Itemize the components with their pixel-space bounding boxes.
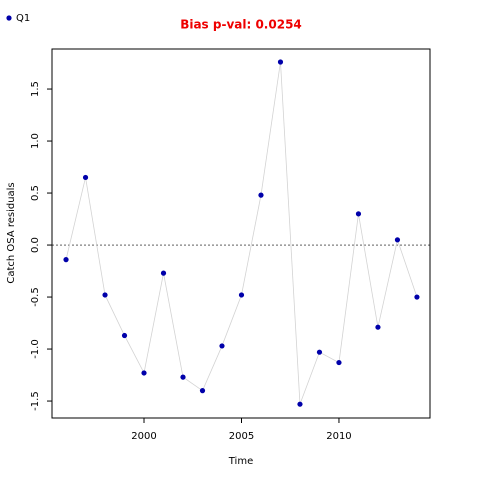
point xyxy=(297,401,303,407)
legend-marker xyxy=(6,15,12,21)
x-tick-label: 2010 xyxy=(326,431,351,442)
y-tick-label: 0.0 xyxy=(30,237,41,253)
point xyxy=(258,192,264,198)
y-axis-label: Catch OSA residuals xyxy=(6,182,17,283)
point xyxy=(102,292,108,298)
series-line xyxy=(65,61,418,405)
point xyxy=(180,374,186,380)
point xyxy=(219,343,225,349)
point xyxy=(394,237,401,243)
y-tick-label: 0.5 xyxy=(30,185,41,201)
y-tick-label: -0.5 xyxy=(30,287,41,307)
x-tick-label: 2005 xyxy=(229,431,254,442)
point xyxy=(121,332,128,339)
point xyxy=(141,370,147,376)
point xyxy=(238,292,245,298)
y-tick-label: -1.0 xyxy=(30,339,41,359)
point xyxy=(375,324,381,330)
point xyxy=(316,349,323,355)
legend-label: Q1 xyxy=(16,13,30,24)
y-tick-label: 1.5 xyxy=(30,81,41,97)
y-tick-label: -1.5 xyxy=(30,391,41,411)
point xyxy=(277,59,284,65)
point xyxy=(160,270,167,276)
x-tick-label: 2000 xyxy=(131,431,156,442)
point xyxy=(355,211,362,217)
point xyxy=(336,359,342,366)
plot-frame xyxy=(51,48,431,419)
point xyxy=(63,257,69,263)
point xyxy=(199,388,206,394)
point xyxy=(82,174,89,181)
y-tick-label: 1.0 xyxy=(30,133,41,149)
x-axis-label: Time xyxy=(228,456,253,467)
chart-title: Bias p-val: 0.0254 xyxy=(180,18,302,32)
point xyxy=(414,294,420,300)
